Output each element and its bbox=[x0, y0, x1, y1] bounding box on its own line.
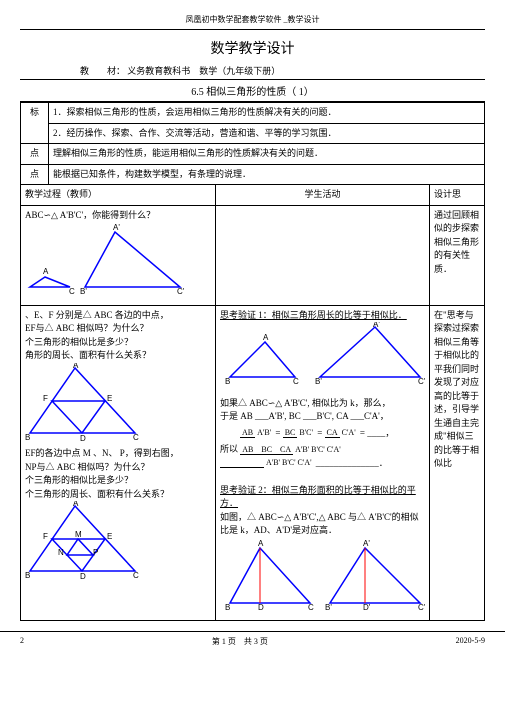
svg-text:D': D' bbox=[363, 603, 371, 612]
goal-line2: 2．经历操作、探索、合作、交流等活动，营造和谐、平等的学习氛围． bbox=[49, 123, 485, 144]
t2l7: 个三角形的相似比是多少？ bbox=[25, 474, 211, 488]
svg-text:C': C' bbox=[418, 603, 425, 612]
cell-r2c1: 、E、F 分别是△ ABC 各边的中点， EF与△ ABC 相似吗？为什么？ 个… bbox=[21, 305, 216, 621]
t-text4: 如图，△ ABC∽△ A'B'C',△ ABC 与△ A'B'C'的相似比是 k… bbox=[220, 511, 425, 538]
footer: 2 第 1 页 共 3 页 2020-5-9 bbox=[0, 631, 505, 651]
svg-text:A': A' bbox=[373, 322, 380, 329]
t-text1: 如果△ ABC∽△ A'B'C', 相似比为 k，那么， bbox=[220, 397, 425, 411]
so-text: 所以 bbox=[220, 444, 238, 454]
svg-text:C: C bbox=[133, 433, 139, 442]
cell-r2c3: 在"思考与探索过探索相似三角等于相似比的平我们同时发现了对应高的比等于述，引导学… bbox=[430, 305, 485, 621]
svg-text:A': A' bbox=[363, 539, 370, 548]
q1-text: ABC∽△ A'B'C'，你能得到什么？ bbox=[25, 209, 211, 223]
svg-text:A: A bbox=[263, 333, 269, 342]
svg-text:B: B bbox=[225, 377, 230, 386]
blank-text: ______________． bbox=[316, 458, 388, 468]
t2l4: 角形的周长、面积有什么关系？ bbox=[25, 350, 151, 360]
cell-r1c2 bbox=[216, 205, 430, 305]
proc-h2: 学生活动 bbox=[216, 185, 430, 206]
svg-text:C: C bbox=[293, 377, 299, 386]
t2l2: EF与△ ABC 相似吗？为什么？ bbox=[25, 323, 149, 333]
goal-label: 标 bbox=[21, 103, 49, 144]
footer-mid: 第 1 页 共 3 页 bbox=[212, 636, 268, 647]
lbl-A: A bbox=[43, 267, 49, 276]
svg-text:F: F bbox=[43, 532, 48, 541]
footer-right: 2020-5-9 bbox=[456, 636, 485, 647]
key-label: 点 bbox=[21, 144, 49, 165]
lbl-Ap: A' bbox=[113, 223, 120, 232]
svg-text:D: D bbox=[80, 434, 86, 443]
proc-h3: 设计思 bbox=[430, 185, 485, 206]
svg-text:B: B bbox=[25, 433, 30, 442]
svg-text:B: B bbox=[225, 603, 230, 612]
cell-r2c2: 思考验证 1：相似三角形周长的比等于相似比． A B C A' B' C' 如果… bbox=[216, 305, 430, 621]
think1-title: 思考验证 1：相似三角形周长的比等于相似比． bbox=[220, 309, 425, 323]
section-title: 6.5 相似三角形的性质（ 1） bbox=[20, 79, 485, 102]
diff-label: 点 bbox=[21, 164, 49, 185]
svg-text:C': C' bbox=[418, 377, 425, 386]
midpoint-triangle-2: A B C F E D N P M bbox=[25, 501, 145, 581]
svg-text:E: E bbox=[107, 394, 112, 403]
svg-text:D: D bbox=[80, 572, 86, 581]
think2-title: 思考验证 2：相似三角形面积的比等于相似比的平方． bbox=[220, 484, 425, 511]
material-value: 义务教育教科书 数学（九年级下册） bbox=[127, 66, 280, 76]
material-label: 教 材： bbox=[80, 66, 125, 76]
t2l1: 、E、F 分别是△ ABC 各边的中点， bbox=[25, 309, 211, 323]
triangle-pair-1: A C A' B' C' bbox=[25, 222, 190, 297]
t2l3: 个三角形的相似比是多少？ bbox=[25, 336, 211, 350]
lbl-C: C bbox=[69, 287, 75, 296]
frac-row-2: 所以 AB BC CAA'B' B'C' C'A' A'B' B'C' C'A'… bbox=[220, 443, 425, 470]
svg-text:B': B' bbox=[325, 603, 332, 612]
doc-title: 数学教学设计 bbox=[20, 30, 485, 62]
main-table: 标 1．探索相似三角形的性质，会运用相似三角形的性质解决有关的问题． 2．经历操… bbox=[20, 102, 485, 621]
svg-text:C: C bbox=[308, 603, 314, 612]
midpoint-triangle-1: A B C F E D bbox=[25, 363, 145, 443]
cell-r1c1: ABC∽△ A'B'C'，你能得到什么？ A C A' B' C' bbox=[21, 205, 216, 305]
t2l5: EF的各边中点 M 、N、 P，得到右图， bbox=[25, 447, 211, 461]
svg-text:N: N bbox=[58, 548, 64, 557]
svg-text:E: E bbox=[107, 532, 112, 541]
q1: ABC∽△ A'B'C'，你能得到什么？ bbox=[25, 210, 155, 220]
footer-left: 2 bbox=[20, 636, 24, 647]
cell-r1c3: 通过回顾相似的步探索相似三角形的有关性质． bbox=[430, 205, 485, 305]
triangle-pair-3: A B D C A' B' D' C' bbox=[220, 538, 425, 613]
svg-text:A: A bbox=[258, 539, 264, 548]
svg-text:C: C bbox=[133, 571, 139, 580]
diff-text: 能根据已知条件，构建数学模型，有条理的说理． bbox=[49, 164, 485, 185]
svg-text:M: M bbox=[75, 530, 82, 539]
material-line: 教 材： 义务教育教科书 数学（九年级下册） bbox=[20, 62, 485, 79]
proc-h1: 教学过程（教师） bbox=[21, 185, 216, 206]
lbl-Cp: C' bbox=[177, 287, 185, 296]
key-text: 理解相似三角形的性质，能运用相似三角形的性质解决有关的问题． bbox=[49, 144, 485, 165]
svg-text:F: F bbox=[43, 394, 48, 403]
t-text2: 于是 AB ___A'B', BC ___B'C', CA ___C'A'， bbox=[220, 410, 425, 424]
lbl-Bp: B' bbox=[80, 287, 87, 296]
svg-text:B': B' bbox=[315, 377, 322, 386]
svg-text:B: B bbox=[25, 571, 30, 580]
frac-row-1: ABA'B' = BCB'C' = CAC'A' = ____， bbox=[220, 424, 425, 444]
svg-text:A: A bbox=[73, 501, 79, 508]
svg-text:D: D bbox=[258, 603, 264, 612]
svg-text:P: P bbox=[93, 548, 98, 557]
t2l8: 个三角形的周长、面积有什么关系？ bbox=[25, 489, 169, 499]
top-header: 凤凰初中数学配套教学软件 _教学设计 bbox=[20, 10, 485, 30]
triangle-pair-2: A B C A' B' C' bbox=[220, 322, 425, 392]
goal-line1: 1．探索相似三角形的性质，会运用相似三角形的性质解决有关的问题． bbox=[49, 103, 485, 124]
t2l6: NP与△ ABC 相似吗？为什么？ bbox=[25, 462, 150, 472]
svg-text:A: A bbox=[73, 363, 79, 370]
